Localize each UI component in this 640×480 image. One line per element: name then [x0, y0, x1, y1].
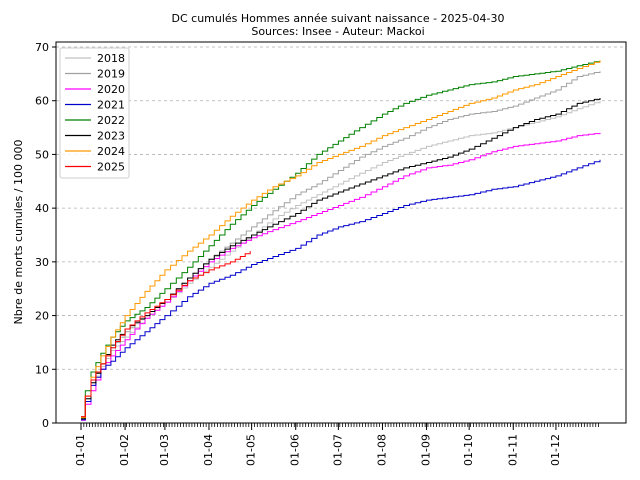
grid: [56, 46, 626, 370]
x-tick-label: 01-11: [506, 434, 519, 466]
series-line-2023: [81, 98, 601, 420]
series-line-2021: [81, 159, 601, 421]
y-tick-label: 0: [42, 417, 49, 430]
legend-label-2024: 2024: [97, 145, 125, 158]
legend-label-2022: 2022: [97, 114, 125, 127]
legend-label-2023: 2023: [97, 130, 125, 143]
series-line-2018: [81, 100, 601, 421]
x-tick-label: 01-08: [375, 434, 388, 466]
y-tick-label: 60: [35, 95, 49, 108]
x-tick-label: 01-04: [202, 434, 215, 466]
series-line-2020: [81, 132, 601, 421]
legend-label-2020: 2020: [97, 83, 125, 96]
x-tick-label: 01-10: [462, 434, 475, 466]
series-line-2019: [81, 71, 601, 420]
series-line-2024: [81, 60, 601, 419]
chart-title: DC cumulés Hommes année suivant naissanc…: [172, 12, 505, 25]
x-tick-label: 01-03: [158, 434, 171, 466]
y-axis-label: Nbre de morts cumules / 100 000: [12, 140, 25, 325]
y-tick-label: 10: [35, 363, 49, 376]
plot-series: [81, 60, 601, 421]
y-axis: 0 10 20 30 40 50 60 70: [35, 41, 56, 430]
x-tick-label: 01-07: [331, 434, 344, 466]
x-tick-label: 01-09: [420, 434, 433, 466]
series-line-2025: [81, 251, 251, 418]
y-tick-label: 70: [35, 41, 49, 54]
x-axis: 01-01 01-02 01-03 01-04 01-05 01-06 01-07 01-08…: [74, 423, 599, 466]
y-tick-label: 20: [35, 310, 49, 323]
legend-label-2018: 2018: [97, 52, 125, 65]
legend-label-2019: 2019: [97, 68, 125, 81]
x-tick-label: 01-02: [118, 434, 131, 466]
y-tick-label: 50: [35, 148, 49, 161]
x-tick-label: 01-05: [245, 434, 258, 466]
y-tick-label: 30: [35, 256, 49, 269]
chart-subtitle: Sources: Insee - Auteur: Mackoi: [251, 25, 424, 38]
x-tick-label: 01-12: [549, 434, 562, 466]
series-line-2022: [81, 60, 601, 419]
legend: 2018 2019 2020 2021 2022 2023 2024 2025: [59, 47, 130, 179]
legend-label-2025: 2025: [97, 161, 125, 174]
x-tick-label: 01-06: [289, 434, 302, 466]
x-tick-label: 01-01: [74, 434, 87, 466]
legend-box: [59, 47, 130, 179]
plot-frame: [55, 41, 627, 424]
legend-label-2021: 2021: [97, 99, 125, 112]
y-tick-label: 40: [35, 202, 49, 215]
